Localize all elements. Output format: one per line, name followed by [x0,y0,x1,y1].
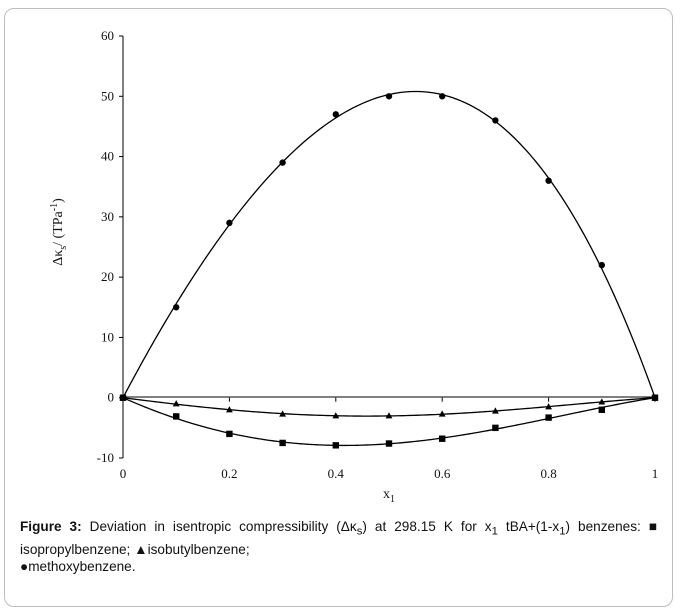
marker-methoxybenzene [226,219,233,227]
marker-methoxybenzene [173,304,180,311]
chart: -10 0 10 20 30 40 50 60 0 0.2 0.4 0.6 0.8 1 x1 Δκs/ … [49,28,659,505]
x-tick-label: 0.8 [540,466,556,481]
caption-text-2b: tBA+(1-x [497,519,560,534]
marker-isobutylbenzene [492,407,499,414]
caption-sub-1a: 1 [491,525,498,538]
marker-methoxybenzene [332,111,339,118]
x-tick-label: 0.6 [434,466,451,481]
marker-methoxybenzene [492,117,499,124]
caption-text-3: ●methoxybenzene. [20,558,136,574]
x-ticks: 0 0.2 0.4 0.6 0.8 1 [120,397,659,481]
marker-isopropylbenzene [119,394,127,401]
y-tick-label: 30 [101,209,114,224]
marker-isopropylbenzene [173,413,180,420]
marker-isobutylbenzene [279,410,286,417]
figure-frame [4,8,673,607]
x-tick-label: 0.2 [221,466,237,481]
y-tick-label: 10 [101,329,114,344]
caption-text-2a: for x [460,519,492,534]
x-tick-label: 0 [120,466,127,481]
y-tick-label: -10 [97,450,114,465]
fit-curve-methoxybenzene [122,90,656,399]
caption-label: Figure 3: [20,519,82,534]
marker-isobutylbenzene [438,410,446,417]
caption-sub-1b: 1 [559,525,566,538]
y-tick-label: 40 [101,149,114,164]
marker-isopropylbenzene [492,424,499,432]
marker-isopropylbenzene [598,406,605,413]
marker-isobutylbenzene [226,406,233,413]
data-markers [119,93,659,449]
marker-methoxybenzene [439,93,446,100]
marker-isobutylbenzene [385,412,393,419]
marker-isobutylbenzene [545,403,552,410]
y-tick-label: 50 [101,88,114,103]
marker-methoxybenzene [385,93,393,100]
caption-text-1: Deviation in isentropic compressibility … [89,519,357,534]
marker-isopropylbenzene [651,394,659,401]
x-tick-label: 1 [652,466,659,481]
caption-text-2c: ) benzenes: ■ isopropylbenzene; ▲isobuty… [20,519,658,557]
marker-isobutylbenzene [598,398,606,405]
marker-methoxybenzene [279,159,286,166]
marker-isobutylbenzene [332,412,340,419]
marker-methoxybenzene [545,177,552,184]
marker-isopropylbenzene [545,414,552,421]
y-tick-label: 0 [108,390,115,405]
x-axis-title: x1 [383,487,395,505]
marker-methoxybenzene [598,261,605,269]
y-tick-label: 60 [101,28,114,43]
marker-isopropylbenzene [385,440,393,447]
plot-area: -10 0 10 20 30 40 50 60 0 0.2 0.4 0.6 0.8 1 [97,28,659,481]
figure-caption: Figure 3: Deviation in isentropic compre… [20,518,657,575]
y-tick-label: 20 [101,269,114,284]
marker-isopropylbenzene [279,439,286,447]
y-ticks: -10 0 10 20 30 40 50 60 [97,28,123,465]
caption-text-1b: ) at 298.15 K [362,519,453,534]
fit-curves [122,90,656,447]
y-axis-title: Δκs/ (TPa-1) [49,198,69,266]
x-tick-label: 0.4 [328,466,345,481]
marker-isobutylbenzene [172,400,180,407]
marker-isopropylbenzene [439,435,446,442]
marker-isopropylbenzene [226,430,233,438]
marker-isopropylbenzene [332,442,339,449]
caption-sub-s: s [356,525,363,538]
